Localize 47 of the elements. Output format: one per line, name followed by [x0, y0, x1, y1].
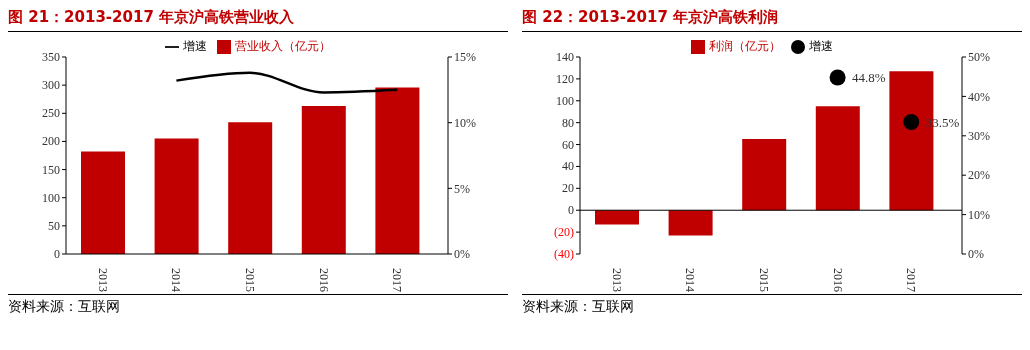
- x-tick-label: 2017: [904, 268, 919, 292]
- y-tick-label: 60: [562, 137, 574, 152]
- y2-tick-label: 50%: [968, 50, 990, 65]
- x-tick-label: 2016: [316, 268, 331, 292]
- x-tick-label: 2013: [609, 268, 624, 292]
- x-tick-label: 2017: [390, 268, 405, 292]
- y-tick-label: 120: [556, 71, 574, 86]
- x-tick-label: 2013: [95, 268, 110, 292]
- y-tick-label: 200: [42, 134, 60, 149]
- y2-tick-label: 0%: [968, 247, 984, 262]
- y-tick-label: 20: [562, 181, 574, 196]
- y2-tick-label: 10%: [968, 207, 990, 222]
- x-tick-label: 2015: [757, 268, 771, 292]
- y-tick-label: (20): [554, 225, 574, 240]
- y-tick-label: 100: [42, 190, 60, 205]
- y-tick-label: 50: [48, 218, 60, 233]
- y-tick-label: 150: [42, 162, 60, 177]
- y2-tick-label: 40%: [968, 89, 990, 104]
- y-tick-label: 80: [562, 115, 574, 130]
- y2-tick-label: 0%: [454, 247, 470, 262]
- x-tick-label: 2014: [169, 268, 184, 292]
- legend-label: 营业收入（亿元）: [235, 39, 331, 53]
- chart-title: 图 22：2013-2017 年京沪高铁利润: [522, 8, 1022, 32]
- text: 资料来源：互联网: [8, 294, 508, 316]
- y-tick-label: 0: [568, 203, 574, 218]
- y2-tick-label: 10%: [454, 115, 476, 130]
- y2-tick-label: 30%: [968, 129, 990, 144]
- legend-label: 增速: [809, 39, 833, 53]
- text: 资料来源：互联网: [522, 294, 1022, 316]
- y-tick-label: 40: [562, 159, 574, 174]
- y-tick-label: 140: [556, 50, 574, 64]
- legend-label: 利润（亿元）: [709, 39, 781, 53]
- data-label: 44.8%: [852, 70, 886, 86]
- y2-tick-label: 15%: [454, 50, 476, 65]
- legend-label: 增速: [183, 39, 207, 53]
- chart-title: 图 21：2013-2017 年京沪高铁营业收入: [8, 8, 508, 32]
- y-tick-label: 350: [42, 50, 60, 64]
- x-tick-label: 2016: [830, 268, 845, 292]
- y2-tick-label: 20%: [968, 168, 990, 183]
- y-tick-label: (40): [554, 247, 574, 261]
- y-tick-label: 100: [556, 93, 574, 108]
- y2-tick-label: 5%: [454, 181, 470, 196]
- y-tick-label: 300: [42, 78, 60, 93]
- y-tick-label: 0: [54, 247, 60, 261]
- y-tick-label: 250: [42, 106, 60, 121]
- x-tick-label: 2014: [683, 268, 698, 292]
- x-tick-label: 2015: [243, 268, 257, 292]
